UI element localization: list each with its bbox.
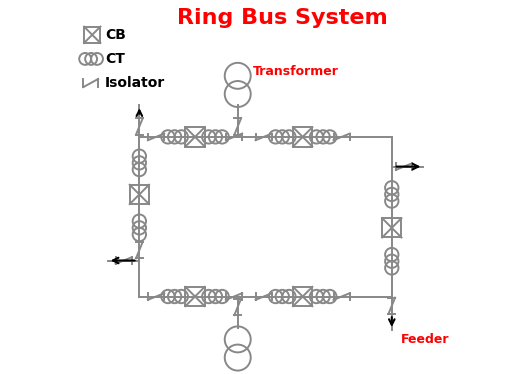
Text: CB: CB (105, 28, 126, 42)
Text: Transformer: Transformer (253, 65, 339, 79)
Text: Isolator: Isolator (105, 76, 165, 90)
Text: CT: CT (105, 52, 125, 66)
Text: Ring Bus System: Ring Bus System (177, 8, 387, 28)
Text: Feeder: Feeder (401, 333, 450, 346)
